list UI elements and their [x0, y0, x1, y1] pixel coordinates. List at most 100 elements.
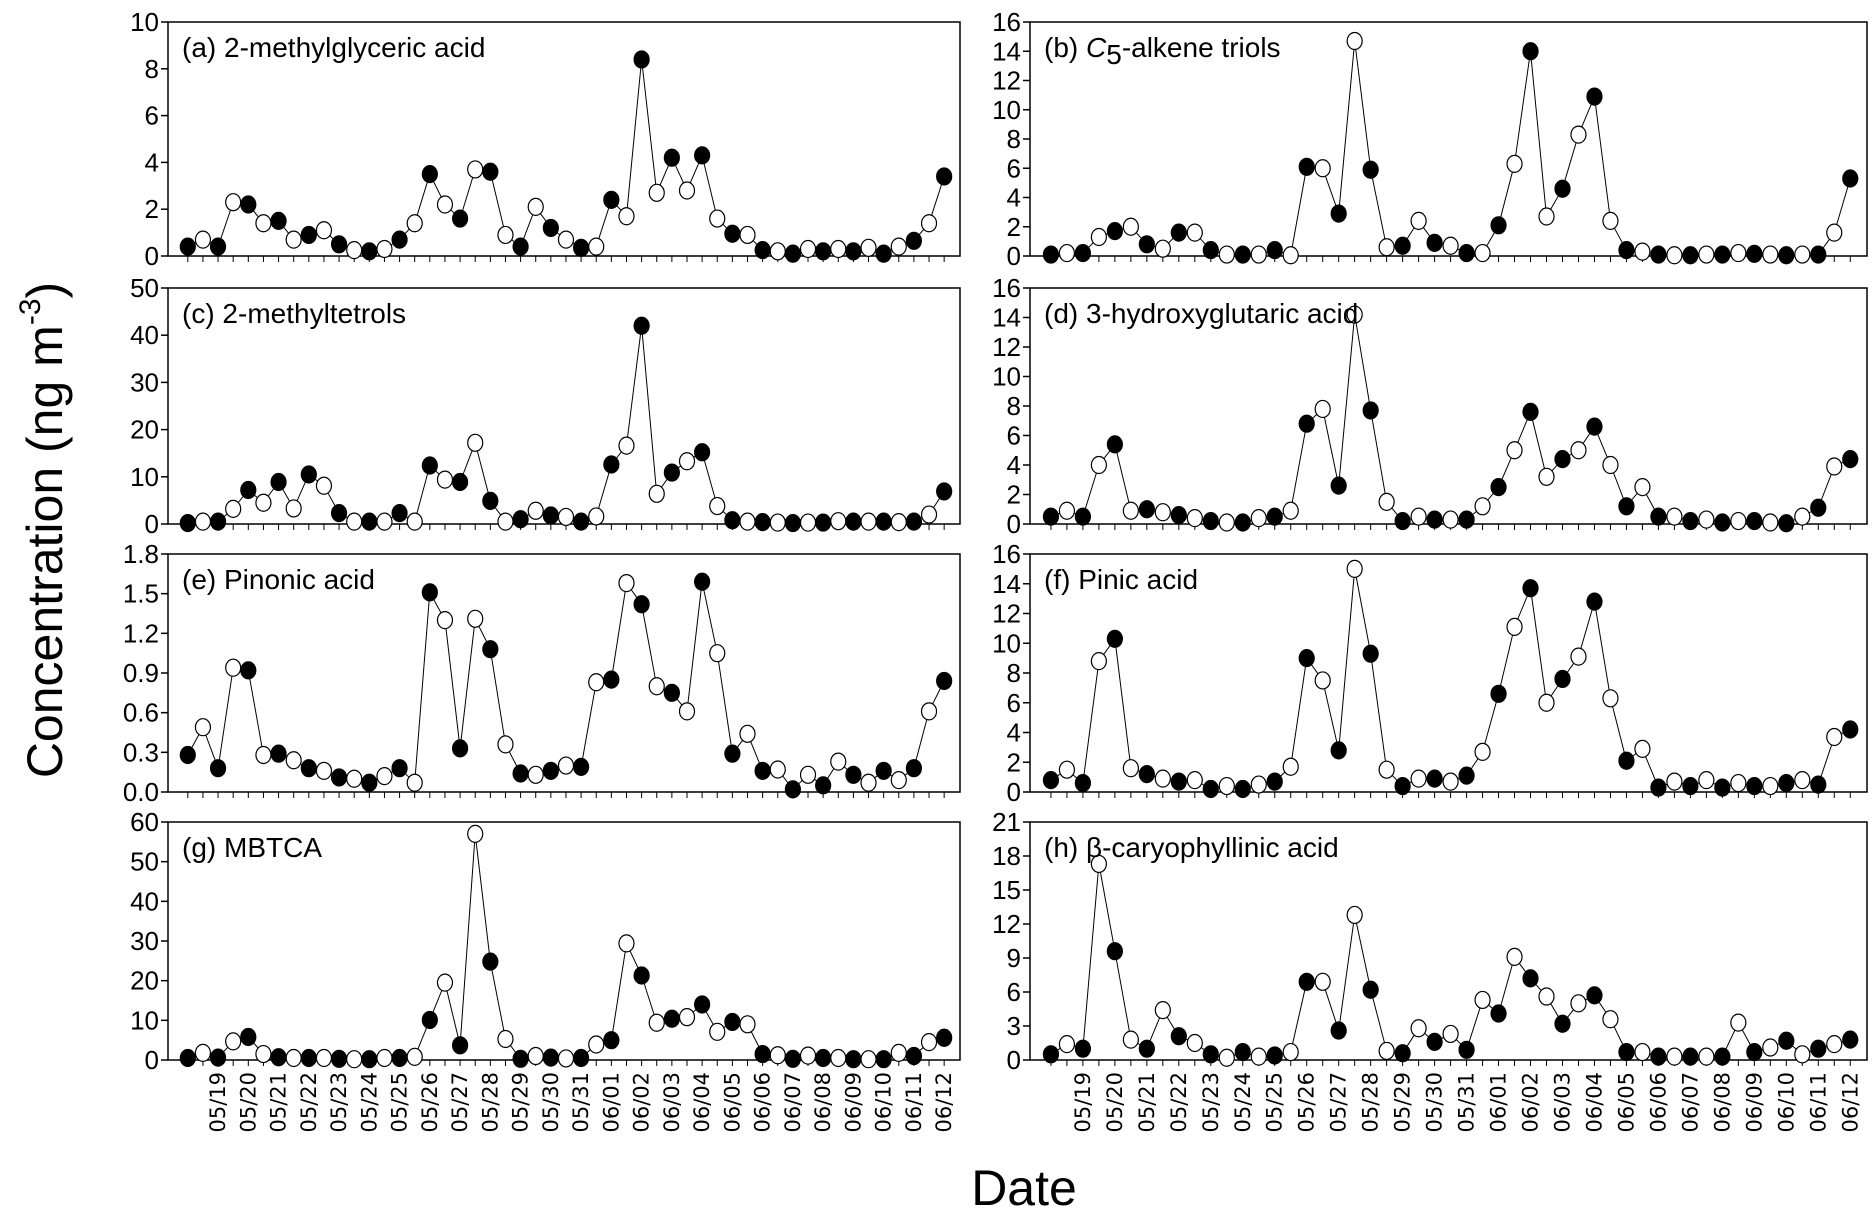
- data-point-open: [255, 214, 272, 233]
- x-tick-label: 05/19: [1071, 1072, 1095, 1133]
- data-point-open: [1122, 501, 1139, 520]
- data-point-filled: [330, 1049, 348, 1068]
- data-point-open: [618, 573, 635, 593]
- data-point-open: [769, 760, 786, 779]
- data-point-filled: [845, 512, 862, 531]
- data-point-open: [225, 658, 242, 677]
- data-point-filled: [270, 1048, 287, 1067]
- x-tick-label: 05/21: [1135, 1072, 1159, 1133]
- data-point-filled: [179, 1048, 196, 1068]
- data-point-open: [376, 239, 393, 259]
- data-point-filled: [1330, 204, 1347, 223]
- y-tick-label: 8: [145, 54, 159, 84]
- data-point-open: [1506, 154, 1523, 173]
- data-point-open: [376, 1048, 393, 1068]
- data-point-filled: [754, 761, 771, 780]
- data-point-open: [346, 1050, 363, 1069]
- data-point-open: [1506, 441, 1523, 460]
- data-point-open: [497, 1029, 514, 1049]
- data-point-filled: [209, 237, 227, 256]
- data-point-filled: [1554, 450, 1571, 469]
- data-point-filled: [482, 162, 499, 181]
- data-point-open: [406, 773, 423, 792]
- x-tick-label: 06/06: [751, 1072, 775, 1133]
- x-tick-label: 05/27: [448, 1072, 472, 1133]
- data-point-open: [1698, 510, 1715, 529]
- x-tick-label: 05/31: [1455, 1072, 1479, 1133]
- data-point-open: [285, 499, 302, 518]
- data-point-filled: [1266, 1046, 1283, 1065]
- data-point-open: [739, 225, 756, 245]
- data-point-filled: [270, 211, 287, 230]
- data-point-open: [1186, 1033, 1203, 1053]
- data-point-filled: [754, 241, 771, 260]
- y-tick-label: 0.6: [123, 698, 159, 728]
- data-point-filled: [573, 512, 590, 531]
- x-tick-label: 05/23: [1199, 1072, 1223, 1133]
- panel-title: (b) C5-alkene triols: [1044, 32, 1281, 70]
- data-point-filled: [815, 1048, 832, 1068]
- data-point-filled: [1234, 513, 1251, 532]
- data-point-open: [1570, 647, 1587, 666]
- y-tick-label: 9: [1007, 943, 1021, 973]
- data-point-open: [1698, 1047, 1715, 1066]
- data-point-filled: [1714, 245, 1731, 264]
- data-point-open: [346, 512, 363, 531]
- x-tick-label: 06/10: [1774, 1072, 1798, 1133]
- data-point-open: [1282, 246, 1299, 265]
- data-point-filled: [542, 506, 559, 525]
- data-point-filled: [1746, 244, 1763, 263]
- data-point-filled: [1394, 776, 1411, 796]
- data-point-open: [1186, 770, 1203, 790]
- data-point-filled: [603, 455, 620, 474]
- data-point-open: [1602, 211, 1619, 230]
- data-point-filled: [633, 966, 650, 985]
- data-point-filled: [663, 148, 680, 167]
- data-point-open: [1730, 773, 1747, 793]
- data-point-filled: [573, 238, 590, 257]
- panel-title: (f) Pinic acid: [1044, 564, 1198, 595]
- data-point-filled: [694, 995, 711, 1014]
- y-tick-label: 10: [130, 462, 159, 492]
- data-point-open: [1218, 513, 1235, 532]
- data-point-open: [1762, 513, 1779, 532]
- data-point-open: [860, 1050, 877, 1069]
- data-point-open: [678, 452, 696, 471]
- x-tick-label: 05/24: [357, 1072, 381, 1133]
- data-point-filled: [451, 209, 469, 228]
- data-point-open: [1378, 760, 1395, 779]
- data-point-open: [1346, 305, 1363, 324]
- data-point-open: [255, 1044, 272, 1064]
- data-point-open: [1634, 1042, 1651, 1062]
- data-point-filled: [1490, 216, 1507, 235]
- y-tick-label: 12: [992, 599, 1021, 629]
- data-point-open: [1314, 159, 1331, 178]
- data-point-filled: [815, 242, 832, 261]
- data-point-filled: [421, 1010, 438, 1030]
- x-tick-label: 06/08: [1710, 1072, 1734, 1133]
- data-point-filled: [361, 773, 378, 792]
- data-point-open: [1378, 492, 1395, 511]
- data-point-filled: [1074, 243, 1091, 263]
- data-point-filled: [1522, 969, 1539, 988]
- y-axis-label-superscript: -3: [14, 298, 47, 325]
- data-point-open: [769, 242, 786, 261]
- data-point-open: [1538, 693, 1555, 712]
- data-point-open: [1826, 727, 1843, 747]
- data-point-filled: [1618, 751, 1635, 770]
- y-tick-label: 0.9: [123, 658, 159, 688]
- data-point-filled: [1746, 1042, 1763, 1062]
- data-point-open: [467, 609, 484, 628]
- data-point-open: [920, 214, 938, 233]
- data-point-filled: [482, 640, 499, 659]
- data-point-open: [557, 756, 575, 775]
- data-point-filled: [1138, 500, 1155, 519]
- x-tick-label: 06/09: [1742, 1072, 1766, 1133]
- data-point-filled: [1042, 770, 1060, 790]
- data-point-open: [1250, 1047, 1267, 1066]
- data-point-filled: [573, 1048, 590, 1068]
- data-point-open: [1762, 1038, 1779, 1057]
- x-tick-label: 06/02: [630, 1072, 654, 1133]
- data-point-open: [1666, 246, 1683, 265]
